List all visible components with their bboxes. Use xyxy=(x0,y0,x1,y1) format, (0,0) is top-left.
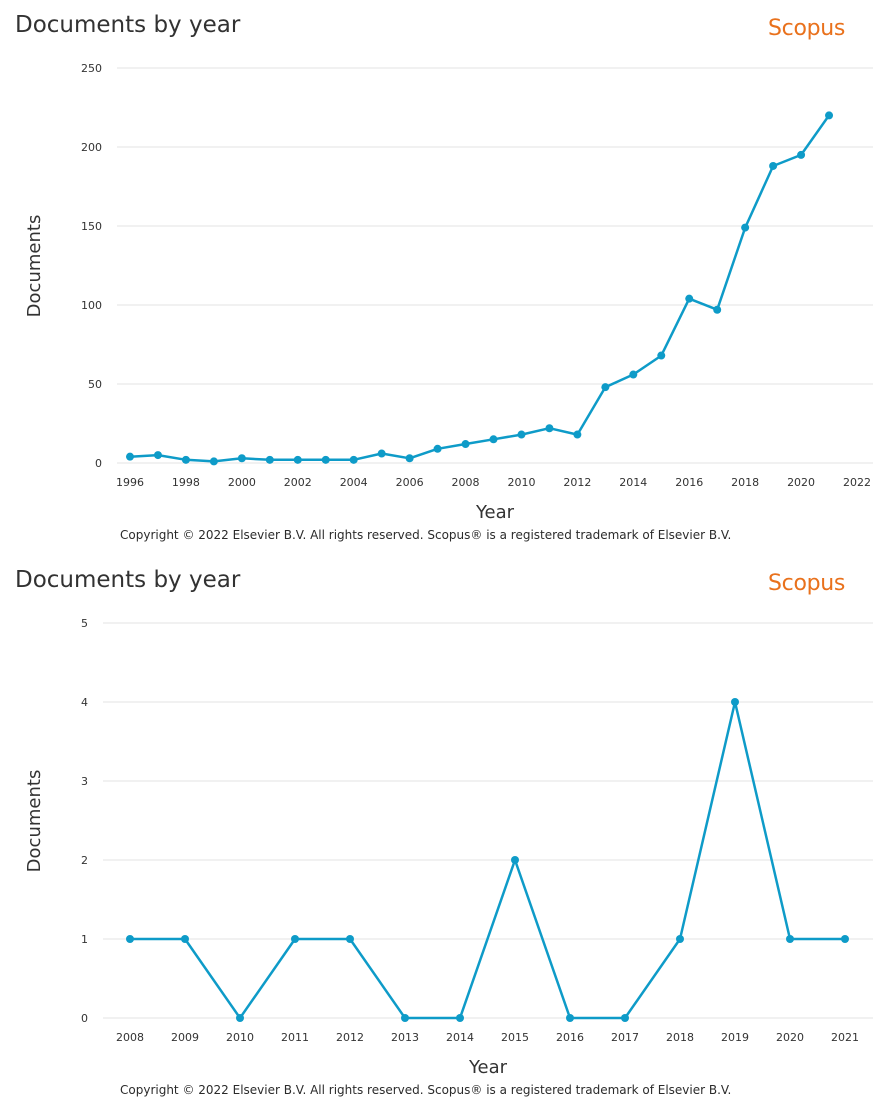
data-point xyxy=(573,430,582,439)
x-axis-label: Year xyxy=(475,502,515,523)
data-point xyxy=(601,383,610,392)
data-point xyxy=(685,294,694,303)
data-point xyxy=(126,452,134,461)
gridlines xyxy=(103,622,873,1019)
data-point xyxy=(621,1014,629,1022)
y-axis-label: Documents xyxy=(24,215,45,318)
data-point xyxy=(346,935,354,943)
scopus-logo[interactable]: Scopus xyxy=(768,571,846,596)
x-tick-label: 2018 xyxy=(666,1031,694,1044)
data-point xyxy=(676,935,684,943)
y-tick-label: 150 xyxy=(81,220,102,233)
x-tick-label: 2006 xyxy=(396,476,424,489)
series-line xyxy=(128,700,847,1020)
data-point xyxy=(237,454,246,463)
data-point xyxy=(181,935,189,943)
y-tick-label: 200 xyxy=(81,141,102,154)
data-point xyxy=(769,161,778,170)
data-point xyxy=(265,455,274,464)
x-tick-label: 2008 xyxy=(116,1031,144,1044)
chart-title: Documents by year xyxy=(15,567,241,593)
y-tick-label: 2 xyxy=(81,854,88,867)
x-tick-label: 2021 xyxy=(831,1031,859,1044)
y-tick-label: 0 xyxy=(81,1012,88,1025)
y-tick-label: 4 xyxy=(81,696,88,709)
data-point xyxy=(461,440,470,449)
data-point xyxy=(405,454,414,463)
data-point xyxy=(797,150,806,159)
data-point xyxy=(126,935,134,943)
data-point xyxy=(209,457,218,466)
x-axis-label: Year xyxy=(468,1057,508,1078)
x-tick-label: 1996 xyxy=(116,476,144,489)
gridlines xyxy=(117,67,873,464)
y-tick-label: 1 xyxy=(81,933,88,946)
line-chart: 0 50 100 150 200 250 1996 1998 2000 2002 2004 2006 2… xyxy=(24,62,873,523)
y-tick-label: 0 xyxy=(95,457,102,470)
scopus-logo[interactable]: Scopus xyxy=(768,16,846,41)
data-point xyxy=(731,698,739,706)
data-point xyxy=(825,111,834,120)
data-point xyxy=(456,1014,464,1022)
chart-panel-2: Documents by year Scopus 0 1 2 3 4 5 2008 2009 2… xyxy=(0,555,887,1110)
x-tick-label: 2012 xyxy=(336,1031,364,1044)
data-point xyxy=(236,1014,244,1022)
x-tick-label: 2011 xyxy=(281,1031,309,1044)
x-tick-label: 2020 xyxy=(776,1031,804,1044)
x-tick-label: 2016 xyxy=(675,476,703,489)
data-point xyxy=(786,935,794,943)
x-tick-label: 2010 xyxy=(507,476,535,489)
data-point xyxy=(293,455,302,464)
x-tick-label: 2019 xyxy=(721,1031,749,1044)
x-tick-label: 2000 xyxy=(228,476,256,489)
series-line xyxy=(128,114,831,463)
line-chart: 0 1 2 3 4 5 2008 2009 2010 2011 2012 2013 2014 2015 20… xyxy=(24,617,873,1078)
copyright-notice: Copyright © 2022 Elsevier B.V. All right… xyxy=(120,528,732,542)
x-tick-label: 2022 xyxy=(843,476,871,489)
x-tick-label: 2009 xyxy=(171,1031,199,1044)
y-tick-label: 250 xyxy=(81,62,102,75)
data-point xyxy=(841,935,849,943)
data-point xyxy=(153,451,162,460)
data-point xyxy=(291,935,299,943)
x-tick-label: 2018 xyxy=(731,476,759,489)
y-tick-label: 50 xyxy=(88,378,102,391)
data-point xyxy=(433,444,442,453)
data-point xyxy=(181,455,190,464)
x-tick-label: 2020 xyxy=(787,476,815,489)
x-tick-label: 1998 xyxy=(172,476,200,489)
x-tick-label: 2015 xyxy=(501,1031,529,1044)
x-tick-label: 2014 xyxy=(446,1031,474,1044)
x-tick-label: 2013 xyxy=(391,1031,419,1044)
x-tick-label: 2012 xyxy=(563,476,591,489)
chart-panel-1: Documents by year Scopus 0 50 100 150 200 250… xyxy=(0,0,887,555)
x-tick-label: 2014 xyxy=(619,476,647,489)
data-point xyxy=(629,370,638,379)
x-tick-label: 2008 xyxy=(452,476,480,489)
x-tick-label: 2016 xyxy=(556,1031,584,1044)
x-tick-label: 2017 xyxy=(611,1031,639,1044)
data-point xyxy=(517,430,526,439)
y-axis-label: Documents xyxy=(24,770,45,873)
copyright-notice: Copyright © 2022 Elsevier B.V. All right… xyxy=(120,1083,732,1097)
data-point xyxy=(545,424,554,433)
x-tick-label: 2004 xyxy=(340,476,368,489)
y-tick-label: 5 xyxy=(81,617,88,630)
x-tick-label: 2002 xyxy=(284,476,312,489)
data-point xyxy=(713,305,722,314)
chart-title: Documents by year xyxy=(15,12,241,38)
x-tick-label: 2010 xyxy=(226,1031,254,1044)
y-tick-label: 100 xyxy=(81,299,102,312)
data-point xyxy=(566,1014,574,1022)
data-point xyxy=(657,351,666,360)
data-point xyxy=(377,449,386,458)
data-point xyxy=(321,455,330,464)
data-point xyxy=(741,223,750,232)
data-point xyxy=(489,435,498,444)
data-point xyxy=(511,856,519,864)
y-tick-label: 3 xyxy=(81,775,88,788)
data-point xyxy=(401,1014,409,1022)
data-point xyxy=(349,455,358,464)
